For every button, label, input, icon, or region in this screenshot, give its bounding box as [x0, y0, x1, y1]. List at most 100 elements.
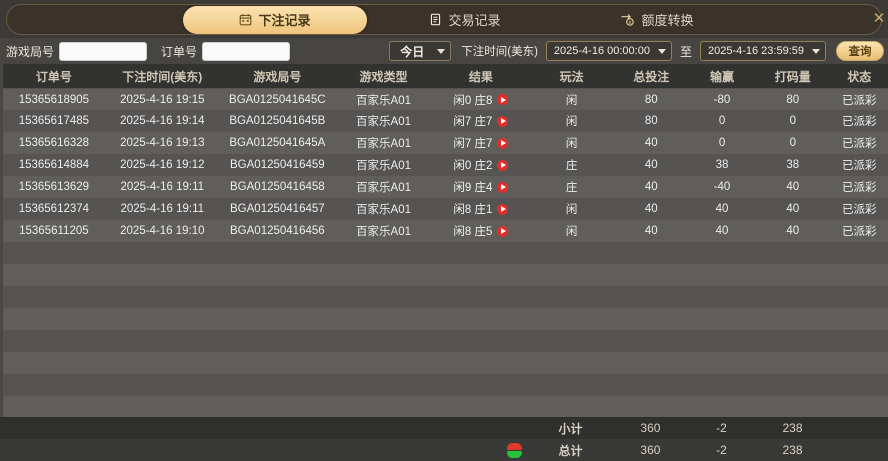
- date-to-picker[interactable]: 2025-4-16 23:59:59: [699, 41, 826, 62]
- cell-result: 闲8 庄5: [432, 220, 530, 243]
- refresh-icon[interactable]: [507, 442, 523, 458]
- table-row[interactable]: 15365616328 2025-4-16 19:13 BGA0125041645A…: [3, 132, 888, 155]
- order-no-label: 订单号: [161, 44, 198, 59]
- cell-round-no: BGA01250416456: [219, 220, 335, 243]
- round-no-label: 游戏局号: [6, 44, 55, 59]
- col-result[interactable]: 结果: [432, 64, 530, 89]
- table-row[interactable]: 15365611205 2025-4-16 19:10 BGA01250416456…: [3, 220, 888, 243]
- cell-order-no: 15365611205: [3, 220, 105, 243]
- col-total-bet[interactable]: 总投注: [613, 64, 689, 89]
- cell-game-type: 百家乐A01: [334, 220, 433, 243]
- col-bet-time[interactable]: 下注时间(美东): [104, 64, 220, 89]
- chevron-down-icon: [657, 48, 666, 54]
- subtotal-turnover: 238: [754, 417, 831, 439]
- result-text: 闲8 庄5: [453, 226, 493, 239]
- cell-status: 已派彩: [830, 88, 888, 111]
- cell-total-bet: 80: [613, 110, 689, 133]
- col-order-no[interactable]: 订单号: [3, 64, 105, 89]
- cell-win-loss: 40: [688, 198, 756, 221]
- tab-bet-record[interactable]: 下注记录: [183, 5, 367, 34]
- bet-record-icon: [239, 13, 252, 26]
- table-header-row: 订单号 下注时间(美东) 游戏局号 游戏类型 结果 玩法 总投注 输赢 打码量 …: [3, 64, 888, 89]
- cell-order-no: 15365614884: [3, 154, 105, 177]
- cell-result: 闲7 庄7: [432, 110, 530, 133]
- result-text: 闲8 庄1: [453, 204, 493, 217]
- play-video-icon[interactable]: [497, 181, 509, 193]
- cell-result: 闲8 庄1: [432, 198, 530, 221]
- subtotal-win-loss: -2: [688, 417, 755, 439]
- table-row[interactable]: 15365617485 2025-4-16 19:14 BGA0125041645B…: [3, 110, 888, 133]
- cell-total-bet: 40: [613, 132, 689, 155]
- col-round-no[interactable]: 游戏局号: [219, 64, 335, 89]
- tab-label: 额度转换: [641, 13, 694, 28]
- grandtotal-win-loss: -2: [688, 439, 755, 461]
- filter-bar: 游戏局号 订单号 今日 下注时间(美东) 2025-4-16 00:00:00 …: [0, 38, 888, 65]
- play-video-icon[interactable]: [497, 94, 509, 106]
- table-row[interactable]: 15365614884 2025-4-16 19:12 BGA01250416459…: [3, 154, 888, 177]
- cell-game-type: 百家乐A01: [334, 132, 433, 155]
- cell-play: 闲: [529, 88, 614, 111]
- cell-turnover: 0: [755, 132, 831, 155]
- cell-turnover: 0: [755, 110, 831, 133]
- totals-table: 小计 360 -2 238 总计 360 -2 238: [0, 417, 888, 461]
- table-row-empty: [3, 308, 888, 331]
- col-game-type[interactable]: 游戏类型: [334, 64, 433, 89]
- close-icon[interactable]: ✕: [872, 10, 886, 27]
- cell-win-loss: -40: [688, 176, 756, 199]
- order-no-input[interactable]: [202, 41, 291, 61]
- table-row-empty: [3, 374, 888, 397]
- play-video-icon[interactable]: [497, 115, 509, 127]
- table-row[interactable]: 15365612374 2025-4-16 19:11 BGA01250416457…: [3, 198, 888, 221]
- table-row-empty: [3, 242, 888, 265]
- date-from-picker[interactable]: 2025-4-16 00:00:00: [545, 41, 672, 62]
- cell-bet-time: 2025-4-16 19:10: [104, 220, 220, 243]
- credit-transfer-icon: $: [620, 13, 635, 26]
- cell-win-loss: 0: [688, 110, 756, 133]
- date-range-separator: 至: [679, 44, 692, 59]
- query-button[interactable]: 查询: [836, 41, 884, 62]
- col-play[interactable]: 玩法: [529, 64, 614, 89]
- cell-game-type: 百家乐A01: [334, 110, 433, 133]
- tab-transaction-record[interactable]: 交易记录: [377, 6, 553, 34]
- totals-section: 小计 360 -2 238 总计 360 -2 238: [0, 417, 888, 461]
- table-row-empty: [3, 264, 888, 287]
- result-text: 闲7 庄7: [453, 116, 493, 129]
- cell-round-no: BGA0125041645B: [219, 110, 335, 133]
- play-video-icon[interactable]: [497, 137, 509, 149]
- cell-play: 闲: [529, 132, 614, 155]
- cell-status: 已派彩: [830, 220, 888, 243]
- table-row[interactable]: 15365618905 2025-4-16 19:15 BGA0125041645C…: [3, 88, 888, 111]
- bet-time-label: 下注时间(美东): [461, 46, 538, 59]
- col-win-loss[interactable]: 输赢: [688, 64, 756, 89]
- grandtotal-total-bet: 360: [612, 439, 689, 461]
- cell-status: 已派彩: [830, 132, 888, 155]
- col-status[interactable]: 状态: [830, 64, 888, 89]
- col-turnover[interactable]: 打码量: [755, 64, 831, 89]
- date-range-select[interactable]: 今日: [389, 41, 452, 62]
- cell-bet-time: 2025-4-16 19:11: [104, 176, 220, 199]
- bet-records-table: 订单号 下注时间(美东) 游戏局号 游戏类型 结果 玩法 总投注 输赢 打码量 …: [3, 64, 888, 417]
- subtotal-label: 小计: [528, 417, 613, 439]
- refresh-cell[interactable]: [430, 439, 529, 461]
- cell-turnover: 40: [755, 198, 831, 221]
- cell-status: 已派彩: [830, 110, 888, 133]
- table-row[interactable]: 15365613629 2025-4-16 19:11 BGA01250416458…: [3, 176, 888, 199]
- play-video-icon[interactable]: [497, 159, 509, 171]
- play-video-icon[interactable]: [497, 203, 509, 215]
- cell-order-no: 15365613629: [3, 176, 105, 199]
- play-video-icon[interactable]: [497, 225, 509, 237]
- cell-order-no: 15365612374: [3, 198, 105, 221]
- cell-play: 庄: [529, 154, 614, 177]
- cell-bet-time: 2025-4-16 19:11: [104, 198, 220, 221]
- round-no-input[interactable]: [59, 41, 148, 61]
- chevron-down-icon: [812, 48, 820, 54]
- tab-bar-container: 下注记录 交易记录: [0, 0, 888, 39]
- bet-records-table-container[interactable]: 订单号 下注时间(美东) 游戏局号 游戏类型 结果 玩法 总投注 输赢 打码量 …: [0, 64, 888, 417]
- transaction-record-icon: [429, 13, 442, 26]
- tab-credit-transfer[interactable]: $ 额度转换: [569, 6, 745, 34]
- svg-text:$: $: [629, 20, 632, 26]
- subtotal-row: 小计 360 -2 238: [0, 417, 888, 439]
- cell-result: 闲7 庄7: [432, 132, 530, 155]
- cell-round-no: BGA0125041645C: [219, 88, 335, 111]
